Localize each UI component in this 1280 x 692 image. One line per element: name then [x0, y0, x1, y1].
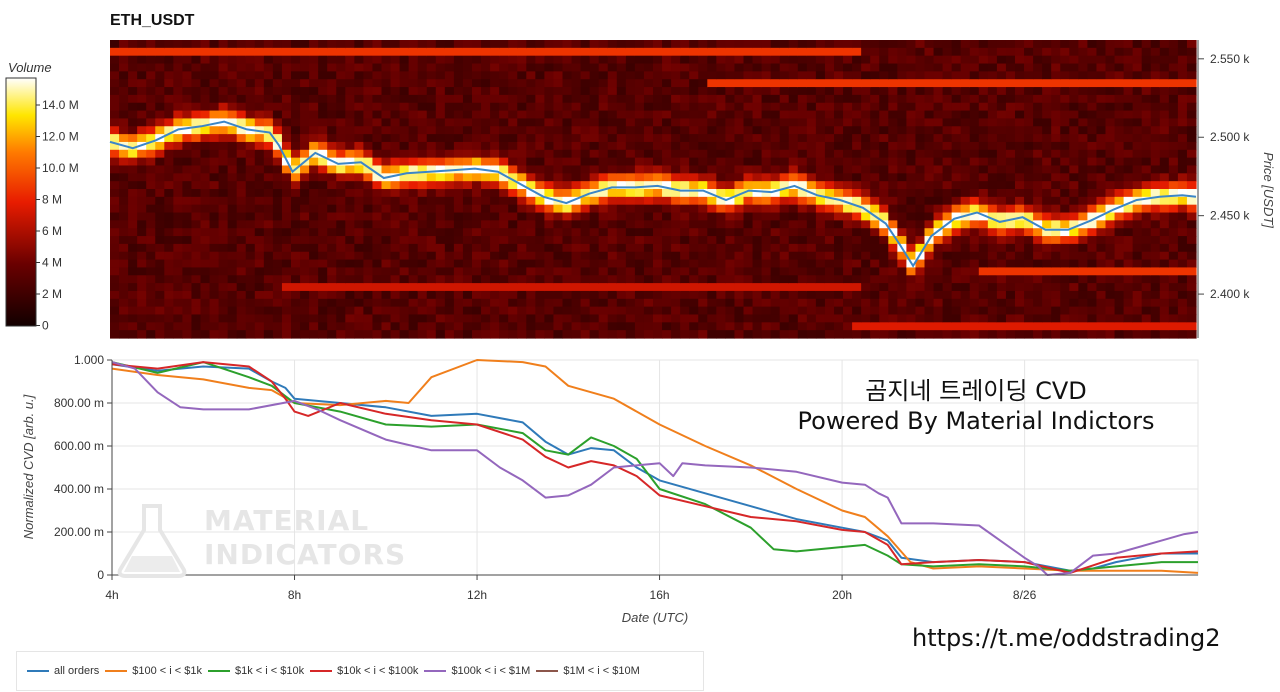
- y-tick-label: 1.000: [74, 353, 104, 367]
- x-tick-label: 8h: [288, 588, 301, 602]
- price-tick-label: 2.450 k: [1210, 209, 1250, 223]
- price-heatmap: 14.0 M 12.0 M 10.0 M 8 M 6 M 4 M 2 M 0 Volume 2…: [5, 40, 1276, 339]
- y-axis-label: Normalized CVD [arb. u.]: [21, 394, 36, 539]
- legend-swatch: [310, 670, 333, 672]
- colorbar-tick: 4 M: [42, 256, 62, 270]
- flask-icon: [117, 504, 187, 578]
- legend-swatch: [536, 670, 559, 672]
- material-indicators-watermark: MATERIAL INDICATORS: [112, 500, 405, 580]
- legend-swatch: [424, 670, 447, 672]
- legend-label: $1k < i < $10k: [234, 665, 305, 677]
- legend-swatch: [207, 670, 230, 672]
- x-tick-label: 12h: [467, 588, 487, 602]
- legend-item[interactable]: $100 < i < $1k: [105, 665, 202, 677]
- x-axis-label: Date (UTC): [622, 610, 688, 625]
- legend-swatch: [105, 670, 128, 672]
- y-tick-label: 200.00 m: [54, 525, 104, 539]
- price-tick-label: 2.500 k: [1210, 130, 1250, 144]
- overlay-line1: 곰지네 트레이딩 CVD: [865, 377, 1087, 405]
- colorbar-tick: 10.0 M: [42, 161, 79, 175]
- y-tick-label: 400.00 m: [54, 482, 104, 496]
- legend-label: $100k < i < $1M: [451, 665, 531, 677]
- heatmap-cells: [110, 40, 1197, 339]
- legend-label: $1M < i < $10M: [563, 665, 640, 677]
- colorbar-tick: 0: [42, 319, 49, 333]
- cvd-chart: 1.000 800.00 m 600.00 m 400.00 m 200.00 m 0 4…: [21, 353, 1199, 625]
- legend-item[interactable]: $100k < i < $1M: [424, 665, 530, 677]
- chart-title: ETH_USDT: [110, 12, 195, 29]
- volume-colorbar: [5, 77, 37, 327]
- legend-item[interactable]: $1M < i < $10M: [536, 665, 640, 677]
- x-tick-label: 8/26: [1013, 588, 1037, 602]
- legend-label: $10k < i < $100k: [337, 665, 419, 677]
- price-line: [109, 120, 1197, 268]
- legend: all orders $100 < i < $1k $1k < i < $10k $1…: [16, 651, 704, 691]
- price-tick-label: 2.400 k: [1210, 287, 1250, 301]
- colorbar-title: Volume: [8, 60, 52, 75]
- colorbar-tick: 6 M: [42, 224, 62, 238]
- legend-item[interactable]: $10k < i < $100k: [310, 665, 418, 677]
- colorbar-tick: 14.0 M: [42, 98, 79, 112]
- legend-item[interactable]: $1k < i < $10k: [207, 665, 305, 677]
- colorbar-tick: 8 M: [42, 193, 62, 207]
- watermark-line2: INDICATORS: [204, 538, 407, 571]
- overlay-caption: 곰지네 트레이딩 CVD Powered By Material Indicto…: [766, 376, 1186, 436]
- legend-label: $100 < i < $1k: [132, 665, 202, 677]
- x-tick-label: 20h: [832, 588, 852, 602]
- price-axis-label: Price [USDT]: [1261, 152, 1276, 228]
- x-tick-label: 4h: [105, 588, 118, 602]
- legend-swatch: [27, 670, 49, 672]
- watermark-line1: MATERIAL: [204, 504, 370, 537]
- overlay-line2: Powered By Material Indictors: [797, 407, 1155, 435]
- legend-label: all orders: [54, 665, 100, 677]
- price-tick-label: 2.550 k: [1210, 52, 1250, 66]
- cvd-series-line: [111, 361, 1199, 576]
- y-tick-label: 0: [97, 568, 104, 582]
- x-tick-label: 16h: [650, 588, 670, 602]
- colorbar-tick: 2 M: [42, 287, 62, 301]
- y-tick-label: 600.00 m: [54, 439, 104, 453]
- legend-item[interactable]: all orders: [27, 665, 99, 677]
- telegram-link[interactable]: https://t.me/oddstrading2: [912, 624, 1221, 652]
- y-tick-label: 800.00 m: [54, 396, 104, 410]
- colorbar-tick: 12.0 M: [42, 130, 79, 144]
